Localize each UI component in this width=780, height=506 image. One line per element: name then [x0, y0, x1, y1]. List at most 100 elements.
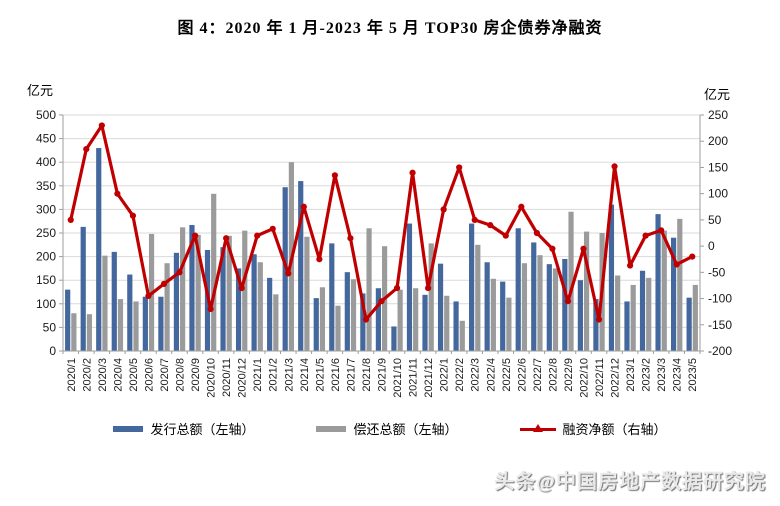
- issuance-bar-2022/8: [546, 264, 552, 351]
- net-marker-2021/9: [378, 298, 385, 305]
- net-marker-2020/6: [145, 292, 152, 300]
- svg-text:100: 100: [708, 187, 728, 201]
- issuance-bar-2020/1: [65, 289, 71, 351]
- svg-text:2022/6: 2022/6: [516, 358, 528, 392]
- issuance-bar-2021/2: [267, 277, 273, 351]
- svg-text:2022/11: 2022/11: [594, 358, 606, 397]
- net-marker-2020/2: [83, 145, 90, 153]
- net-marker-2021/5: [316, 256, 323, 263]
- svg-text:2021/6: 2021/6: [330, 358, 342, 392]
- repayment-bar-2022/10: [583, 231, 590, 351]
- legend-item-net: 融资净额（右轴）: [519, 419, 667, 438]
- svg-text:2022/8: 2022/8: [547, 358, 559, 392]
- issuance-bar-2020/7: [158, 296, 164, 351]
- net-marker-2021/8: [362, 316, 370, 323]
- net-financing-line: [67, 122, 696, 323]
- issuance-bar-2021/10: [391, 326, 397, 351]
- repayment-bar-2021/1: [257, 262, 263, 351]
- legend-label-issuance: 发行总额（左轴）: [150, 422, 255, 437]
- repayment-bar-2022/4: [490, 278, 496, 351]
- svg-text:2021/10: 2021/10: [392, 358, 404, 398]
- issuance-bar-2020/4: [111, 251, 117, 351]
- legend-item-repayment: 偿还总额（左轴）: [316, 419, 458, 438]
- svg-text:2020/11: 2020/11: [221, 358, 233, 397]
- net-marker-2023/4: [673, 261, 680, 268]
- net-marker-2020/8: [176, 269, 183, 276]
- issuance-bar-2020/12: [235, 268, 242, 351]
- svg-text:2021/7: 2021/7: [345, 358, 357, 392]
- repayment-bar-2020/9: [195, 234, 201, 351]
- issuance-bar-2022/5: [500, 281, 506, 351]
- svg-text:-50: -50: [708, 265, 726, 279]
- svg-text:300: 300: [36, 202, 56, 216]
- svg-text:-150: -150: [708, 318, 732, 332]
- issuance-bar-2021/7: [344, 272, 350, 351]
- net-marker-2023/1: [626, 262, 634, 269]
- svg-text:-200: -200: [708, 344, 732, 358]
- issuance-bar-2022/11: [593, 299, 599, 351]
- net-marker-2020/5: [129, 212, 137, 219]
- svg-text:2020/6: 2020/6: [143, 358, 155, 392]
- issuance-bar-2022/1: [437, 263, 444, 351]
- svg-text:2023/5: 2023/5: [687, 358, 699, 392]
- right-axis-labels: 250 200 150 100 50 0 -50 -100 -150 -200: [700, 108, 732, 358]
- issuance-bar-2020/6: [142, 296, 148, 351]
- issuance-bar-swatch-icon: [113, 425, 144, 432]
- repayment-bar-2020/12: [242, 230, 248, 351]
- net-marker-2021/2: [269, 225, 276, 232]
- net-marker-2021/3: [285, 270, 292, 277]
- svg-text:2021/9: 2021/9: [377, 358, 389, 392]
- svg-text:0: 0: [49, 344, 56, 358]
- issuance-bar-2021/9: [375, 288, 381, 351]
- net-marker-2020/1: [67, 216, 74, 223]
- net-marker-2022/7: [533, 229, 540, 237]
- net-marker-2022/3: [471, 216, 478, 223]
- svg-text:2021/5: 2021/5: [314, 358, 326, 392]
- svg-text:2022/7: 2022/7: [532, 358, 544, 392]
- net-marker-2021/1: [254, 232, 261, 239]
- repayment-bar-2022/6: [521, 263, 528, 351]
- svg-text:2023/2: 2023/2: [641, 358, 653, 392]
- svg-text:2022/5: 2022/5: [501, 358, 513, 392]
- svg-text:2022/9: 2022/9: [563, 358, 575, 392]
- issuance-bar-2023/3: [655, 214, 661, 351]
- net-marker-2022/12: [611, 163, 618, 170]
- repayment-bar-2020/1: [71, 313, 77, 351]
- net-marker-2020/4: [114, 190, 121, 197]
- issuance-bar-2022/7: [531, 242, 537, 351]
- net-marker-2021/4: [300, 203, 307, 210]
- chart-title: 图 4：2020 年 1 月-2023 年 5 月 TOP30 房企债券净融资: [177, 20, 603, 37]
- repayment-bar-2021/6: [335, 305, 341, 351]
- net-marker-2022/9: [564, 298, 572, 305]
- repayment-bar-2021/10: [397, 289, 403, 351]
- svg-text:450: 450: [36, 132, 56, 146]
- svg-text:2020/1: 2020/1: [66, 358, 78, 392]
- repayment-bar-2020/7: [164, 263, 170, 351]
- net-marker-2023/3: [658, 227, 665, 234]
- net-marker-2021/11: [409, 169, 416, 176]
- issuance-bar-2021/11: [406, 223, 413, 351]
- issuance-bar-2020/5: [127, 274, 133, 351]
- issuance-bar-2022/6: [515, 228, 521, 351]
- net-marker-2020/12: [238, 284, 245, 292]
- svg-text:2020/7: 2020/7: [159, 358, 171, 392]
- svg-text:2023/1: 2023/1: [625, 358, 637, 392]
- net-marker-2023/5: [689, 253, 696, 260]
- svg-text:150: 150: [708, 160, 728, 174]
- issuance-bar-2020/9: [189, 224, 195, 351]
- issuance-bar-2021/1: [251, 254, 257, 351]
- repayment-bar-2022/5: [506, 297, 512, 351]
- svg-text:2020/5: 2020/5: [128, 358, 140, 392]
- issuance-bar-2020/3: [96, 148, 102, 351]
- net-marker-2022/1: [440, 206, 447, 213]
- issuance-bar-2023/2: [639, 270, 646, 351]
- svg-text:2022/4: 2022/4: [485, 358, 497, 392]
- net-marker-2020/10: [207, 305, 214, 313]
- net-marker-2022/4: [487, 222, 494, 229]
- legend: 发行总额（左轴） 偿还总额（左轴） 融资净额（右轴）: [0, 419, 780, 438]
- net-marker-2022/11: [595, 316, 603, 323]
- svg-text:2022/1: 2022/1: [439, 358, 451, 392]
- x-axis-labels: 2020/1 2020/2 2020/3 2020/4 2020/5 2020/6 2020…: [62, 351, 701, 398]
- repayment-bar-2023/3: [661, 230, 667, 351]
- repayment-bar-2021/2: [273, 294, 279, 351]
